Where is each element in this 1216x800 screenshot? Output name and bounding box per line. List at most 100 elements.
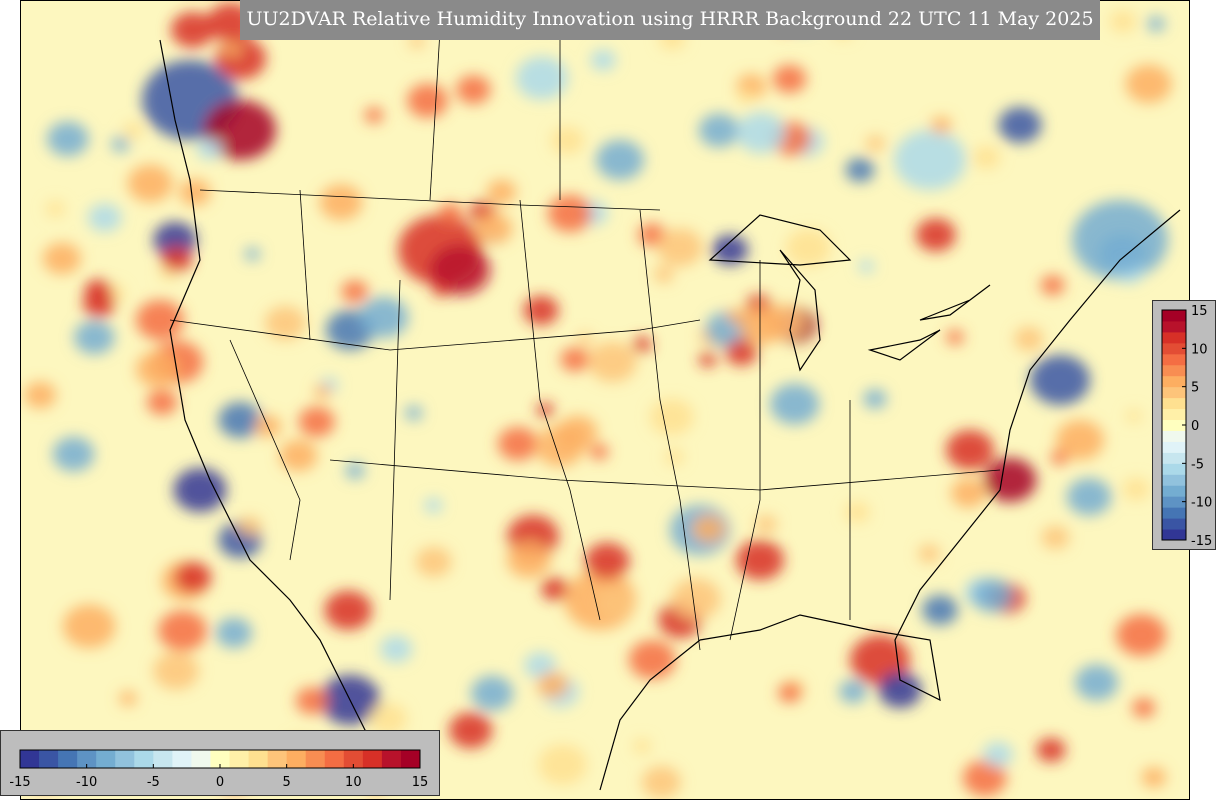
field-blob bbox=[1066, 478, 1112, 516]
colorbar-segment bbox=[1162, 419, 1186, 431]
field-blob bbox=[215, 617, 253, 649]
field-blob bbox=[62, 604, 116, 649]
colorbar-segment bbox=[191, 750, 211, 768]
colorbar-segment bbox=[1162, 331, 1186, 344]
field-blob bbox=[486, 179, 517, 205]
field-blob bbox=[119, 691, 137, 706]
field-blob bbox=[174, 562, 212, 593]
field-blob bbox=[1050, 450, 1069, 466]
colorbar-vertical: 15 10 5 0 -5 -10 -15 bbox=[1161, 304, 1212, 549]
field-blob bbox=[946, 329, 964, 345]
colorbar-segment bbox=[1162, 375, 1186, 388]
colorbar-tick-label: -15 bbox=[9, 775, 30, 790]
field-blob bbox=[524, 652, 557, 679]
field-blob bbox=[52, 436, 95, 472]
field-blob bbox=[1116, 614, 1167, 656]
colorbar-segment bbox=[1162, 310, 1186, 322]
field-blob bbox=[87, 203, 122, 232]
field-blob bbox=[839, 679, 868, 704]
field-blob bbox=[244, 247, 261, 261]
colorbar-segment bbox=[1162, 496, 1186, 508]
colorbar-segment bbox=[1162, 452, 1186, 464]
field-blob bbox=[218, 402, 262, 438]
field-blob bbox=[1040, 275, 1065, 296]
field-blob bbox=[47, 121, 89, 157]
field-blob bbox=[1122, 477, 1150, 501]
colorbar-tick-label: 5 bbox=[1191, 381, 1199, 396]
field-blob bbox=[237, 516, 262, 537]
field-blob bbox=[74, 320, 115, 355]
field-blob bbox=[772, 64, 807, 93]
field-blob bbox=[950, 478, 987, 508]
colorbar-segment bbox=[210, 750, 231, 768]
field-blob bbox=[537, 672, 569, 699]
field-blob bbox=[380, 635, 413, 663]
colorbar-tick-label: -15 bbox=[1191, 534, 1212, 549]
field-blob bbox=[158, 610, 208, 652]
field-blob bbox=[738, 305, 786, 345]
colorbar-segment bbox=[1162, 485, 1186, 497]
field-blob bbox=[770, 383, 820, 425]
field-blob bbox=[324, 590, 372, 631]
field-blob bbox=[537, 436, 553, 450]
colorbar-segment bbox=[1162, 397, 1186, 410]
colorbar-segment bbox=[77, 750, 97, 768]
field-blob bbox=[432, 282, 450, 297]
field-blob bbox=[456, 75, 491, 104]
field-blob bbox=[971, 578, 1013, 613]
field-blob bbox=[698, 352, 717, 368]
colorbar-tick-label: 15 bbox=[1191, 304, 1208, 319]
colorbar-tick-label: 0 bbox=[216, 775, 224, 790]
field-blob bbox=[691, 515, 726, 543]
colorbar-horizontal: -15 -10 -5 0 5 10 15 bbox=[9, 749, 429, 790]
field-blob bbox=[415, 546, 452, 577]
field-blob bbox=[295, 687, 329, 715]
field-blob bbox=[918, 544, 941, 563]
colorbar-segment bbox=[400, 750, 421, 768]
field-blob bbox=[633, 738, 651, 754]
colorbar-segment bbox=[1162, 518, 1186, 530]
colorbar-segment bbox=[324, 750, 345, 768]
colorbar-segment bbox=[1162, 364, 1186, 377]
colorbar-segment bbox=[1162, 386, 1186, 399]
field-blob bbox=[632, 336, 652, 353]
field-blob bbox=[737, 89, 756, 104]
field-blob bbox=[863, 389, 887, 409]
field-blob bbox=[577, 333, 593, 346]
field-blob bbox=[1041, 525, 1070, 550]
field-blob bbox=[24, 381, 57, 409]
field-blob bbox=[588, 341, 637, 383]
colorbar-segment bbox=[1162, 342, 1186, 355]
field-blob bbox=[1075, 664, 1119, 701]
colorbar-segment bbox=[248, 750, 269, 768]
field-blob bbox=[946, 430, 994, 470]
field-blob bbox=[407, 83, 448, 118]
field-blob bbox=[998, 107, 1042, 143]
field-blob bbox=[983, 742, 1013, 767]
colorbar-segment bbox=[305, 750, 326, 768]
field-blob bbox=[1147, 16, 1166, 32]
field-blob bbox=[664, 448, 684, 465]
field-blob bbox=[671, 578, 721, 620]
field-blob bbox=[153, 651, 199, 690]
field-blob bbox=[915, 218, 956, 252]
colorbar-segment bbox=[343, 750, 364, 768]
field-blob bbox=[1030, 355, 1090, 405]
field-blob bbox=[135, 351, 180, 388]
field-blob bbox=[736, 112, 786, 154]
field-blob bbox=[319, 184, 363, 221]
colorbar-tick-label: 15 bbox=[412, 775, 429, 790]
field-blob bbox=[314, 384, 332, 399]
field-blob bbox=[45, 200, 65, 217]
field-blob bbox=[1036, 737, 1066, 763]
colorbar-segment bbox=[1162, 474, 1186, 486]
field-blob bbox=[438, 203, 463, 223]
colorbar-segment bbox=[1162, 507, 1186, 519]
field-blob bbox=[725, 338, 758, 366]
field-blob bbox=[698, 113, 740, 148]
field-blob bbox=[279, 439, 318, 472]
colorbar-segment bbox=[1162, 353, 1186, 366]
field-blob bbox=[146, 389, 178, 415]
field-blob bbox=[475, 213, 513, 245]
